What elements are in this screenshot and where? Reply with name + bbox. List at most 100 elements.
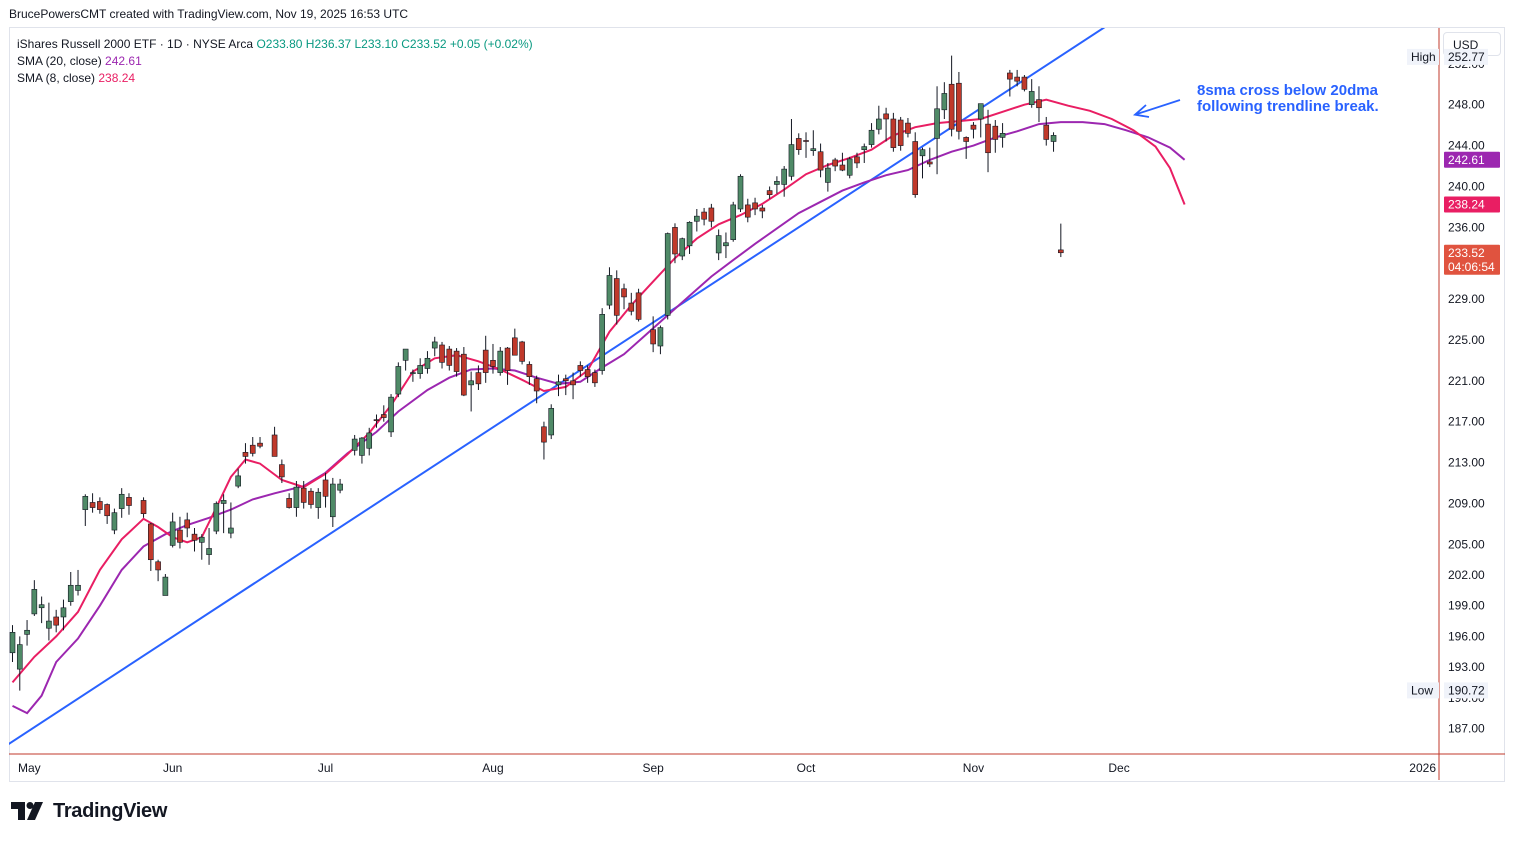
candle[interactable] (417, 358, 423, 379)
candle[interactable] (1014, 69, 1020, 87)
candle[interactable] (723, 232, 729, 259)
candle[interactable] (781, 166, 787, 197)
candle[interactable] (963, 136, 969, 159)
candle[interactable] (613, 270, 620, 325)
candle[interactable] (191, 528, 198, 552)
candle[interactable] (24, 620, 30, 646)
candle[interactable] (926, 147, 933, 168)
sma8-line[interactable] (11, 98, 1186, 684)
candle[interactable] (708, 203, 715, 228)
candle[interactable] (584, 365, 591, 383)
candle[interactable] (111, 508, 118, 535)
candle[interactable] (475, 365, 482, 390)
candle[interactable] (490, 343, 496, 374)
candle[interactable] (897, 116, 904, 151)
candle[interactable] (825, 162, 831, 192)
candle[interactable] (977, 103, 984, 138)
candle[interactable] (16, 636, 23, 691)
candle[interactable] (1058, 223, 1064, 258)
candle[interactable] (213, 501, 220, 535)
candle[interactable] (686, 221, 693, 254)
candle[interactable] (876, 105, 882, 135)
candle[interactable] (75, 569, 81, 596)
candle[interactable] (53, 609, 59, 633)
candle[interactable] (148, 522, 154, 571)
candle[interactable] (1050, 132, 1057, 152)
candle[interactable] (504, 347, 511, 385)
candle[interactable] (286, 493, 292, 509)
time-axis[interactable]: May Jun Jul Aug Sep Oct Nov Dec 2026 (18, 761, 1436, 775)
candle[interactable] (592, 369, 598, 387)
candle[interactable] (701, 207, 707, 226)
candle[interactable] (999, 123, 1006, 148)
candle[interactable] (803, 132, 809, 158)
candle[interactable] (228, 502, 234, 539)
candle[interactable] (934, 86, 940, 175)
candle[interactable] (359, 437, 365, 464)
candle[interactable] (861, 143, 868, 163)
candle[interactable] (177, 516, 183, 549)
candle[interactable] (1028, 79, 1035, 108)
candle[interactable] (184, 512, 191, 538)
candle[interactable] (810, 130, 817, 156)
candle[interactable] (380, 405, 387, 422)
candle[interactable] (308, 488, 314, 509)
candle[interactable] (126, 493, 132, 515)
candle[interactable] (67, 571, 74, 606)
candle[interactable] (330, 477, 336, 527)
candle[interactable] (599, 308, 605, 375)
candle[interactable] (730, 201, 737, 242)
candle[interactable] (461, 347, 467, 397)
candle[interactable] (621, 283, 627, 310)
sma20-line[interactable] (12, 121, 1186, 715)
candle[interactable] (744, 198, 751, 223)
candle[interactable] (628, 292, 635, 316)
candle[interactable] (941, 82, 948, 120)
candle[interactable] (839, 152, 846, 172)
candle[interactable] (664, 232, 671, 320)
legend-symbol-row[interactable]: iShares Russell 2000 ETF · 1D · NYSE Arc… (17, 36, 533, 53)
chart-frame[interactable] (9, 27, 1505, 782)
candle[interactable] (541, 421, 547, 460)
candle[interactable] (1007, 69, 1013, 97)
candle[interactable] (759, 204, 766, 219)
candle[interactable] (271, 426, 278, 457)
candle[interactable] (198, 534, 205, 560)
candle[interactable] (118, 488, 125, 518)
candle[interactable] (948, 55, 955, 137)
candle[interactable] (155, 559, 161, 582)
candle[interactable] (235, 468, 241, 489)
candle[interactable] (912, 132, 919, 198)
candle[interactable] (220, 494, 227, 534)
candle[interactable] (293, 480, 300, 517)
candle[interactable] (395, 362, 402, 398)
candle[interactable] (672, 223, 678, 264)
candle[interactable] (89, 493, 96, 513)
candle[interactable] (533, 375, 540, 404)
candle[interactable] (482, 335, 489, 383)
candle[interactable] (752, 197, 758, 216)
candle[interactable] (526, 361, 533, 385)
candle[interactable] (512, 328, 518, 356)
candle[interactable] (468, 371, 474, 412)
candle[interactable] (366, 427, 373, 456)
candle[interactable] (956, 71, 962, 140)
candle[interactable] (635, 288, 642, 322)
candle[interactable] (650, 316, 656, 353)
candle[interactable] (846, 156, 853, 179)
candle[interactable] (832, 157, 838, 172)
candle[interactable] (279, 459, 285, 484)
candle[interactable] (388, 394, 394, 438)
candle[interactable] (992, 120, 999, 153)
candle[interactable] (46, 602, 52, 641)
candle[interactable] (795, 133, 802, 155)
legend-sma20-row[interactable]: SMA (20, close) 242.61 (17, 53, 533, 70)
candle[interactable] (402, 348, 409, 371)
candle[interactable] (315, 488, 322, 519)
candle[interactable] (854, 152, 860, 169)
candle[interactable] (242, 443, 249, 464)
candle[interactable] (1036, 86, 1042, 123)
candle[interactable] (562, 374, 569, 396)
candle[interactable] (679, 237, 686, 261)
